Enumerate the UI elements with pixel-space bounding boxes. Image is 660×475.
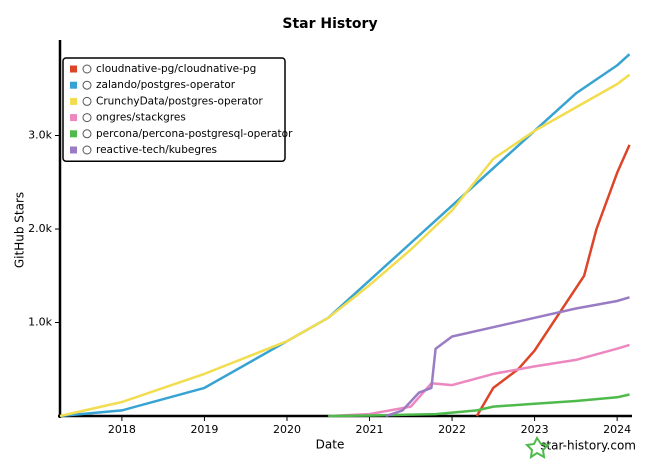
legend-label: reactive-tech/kubegres bbox=[96, 144, 217, 156]
legend-box bbox=[62, 57, 286, 162]
legend-label: cloudnative-pg/cloudnative-pg bbox=[96, 63, 256, 75]
legend-icon bbox=[82, 64, 92, 74]
legend-swatch bbox=[70, 114, 77, 122]
legend-icon bbox=[82, 145, 92, 155]
legend-label: zalando/postgres-operator bbox=[96, 79, 236, 91]
y-tick-label: 1.0k bbox=[28, 316, 52, 329]
series-line bbox=[59, 73, 631, 418]
legend-icon bbox=[82, 113, 92, 123]
series-line bbox=[385, 296, 630, 418]
legend-label: ongres/stackgres bbox=[96, 112, 186, 124]
legend-icon bbox=[82, 80, 92, 90]
x-tick-label: 2019 bbox=[190, 423, 218, 436]
x-axis-label: Date bbox=[316, 438, 345, 452]
x-tick-label: 2023 bbox=[521, 423, 549, 436]
legend-swatch bbox=[70, 146, 77, 154]
x-tick-label: 2020 bbox=[273, 423, 301, 436]
legend-label: percona/percona-postgresql-operator bbox=[96, 128, 293, 140]
watermark: star-history.com bbox=[540, 439, 636, 453]
y-tick-label: 3.0k bbox=[28, 129, 52, 142]
y-axis-label: GitHub Stars bbox=[13, 192, 27, 268]
legend-swatch bbox=[70, 65, 77, 73]
x-tick-label: 2022 bbox=[438, 423, 466, 436]
legend-icon bbox=[82, 129, 92, 139]
y-tick-label: 2.0k bbox=[28, 222, 52, 235]
x-tick-label: 2018 bbox=[108, 423, 136, 436]
series-line bbox=[328, 343, 630, 418]
legend-swatch bbox=[70, 97, 77, 105]
legend-label: CrunchyData/postgres-operator bbox=[96, 95, 263, 107]
watermark-logo bbox=[524, 436, 551, 460]
chart-title: Star History bbox=[282, 16, 377, 32]
x-tick-label: 2021 bbox=[356, 423, 384, 436]
legend-swatch bbox=[70, 81, 77, 89]
x-tick-label: 2024 bbox=[603, 423, 631, 436]
legend-swatch bbox=[70, 130, 77, 138]
legend-icon bbox=[82, 96, 92, 106]
series-line bbox=[59, 53, 631, 418]
